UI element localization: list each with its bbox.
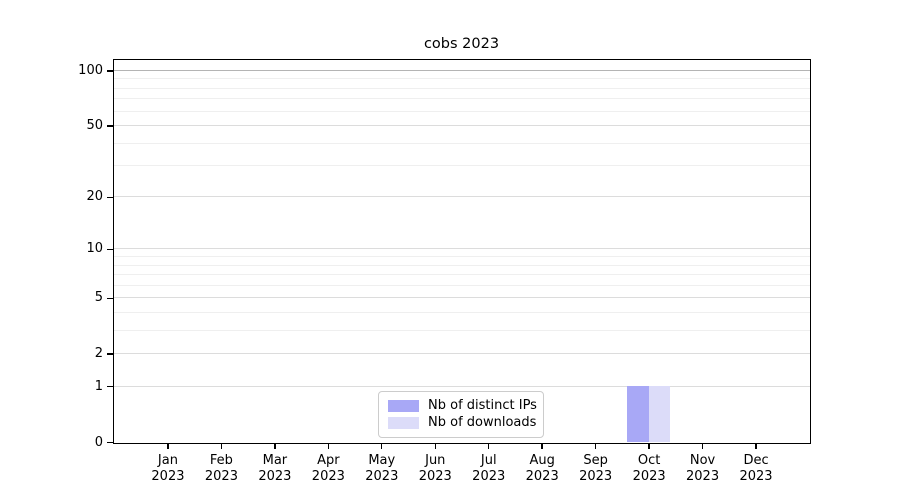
minor-gridline [114, 311, 810, 313]
major-gridline-10 [114, 248, 810, 250]
minor-gridline [114, 329, 810, 331]
plot-area [113, 59, 811, 444]
y-axis-tick-label: 1 [94, 378, 103, 394]
legend-item-distinct-ips: Nb of distinct IPs [388, 397, 537, 414]
x-axis-tick-label: Nov 2023 [686, 453, 720, 484]
legend-swatch-downloads [388, 417, 419, 430]
y-axis-tick [107, 196, 113, 199]
x-axis-tick-label: Jul 2023 [472, 453, 506, 484]
x-axis-tick-label: Aug 2023 [525, 453, 559, 484]
minor-gridline [114, 87, 810, 89]
y-axis-tick [107, 125, 113, 127]
x-axis-tick-label: Dec 2023 [739, 453, 773, 484]
x-axis-tick [701, 444, 704, 449]
minor-gridline [114, 264, 810, 266]
x-axis-tick [488, 444, 490, 449]
x-axis-tick-label: Mar 2023 [258, 453, 292, 484]
y-axis-tick [107, 70, 113, 72]
x-axis-tick-label: May 2023 [365, 453, 399, 484]
bar-distinct-ips [627, 386, 649, 442]
y-axis-tick [107, 441, 113, 444]
y-axis-tick-label: 2 [94, 346, 103, 362]
y-axis-tick-label: 5 [94, 290, 103, 306]
y-axis-tick [107, 297, 113, 299]
minor-gridline [114, 110, 810, 112]
y-axis-tick-label: 0 [94, 434, 103, 450]
x-axis-tick [327, 444, 330, 449]
minor-gridline [114, 142, 810, 144]
x-axis-tick [594, 444, 597, 449]
x-axis-tick-label: Sep 2023 [579, 453, 613, 484]
minor-gridline [114, 78, 810, 80]
x-axis-tick-label: Feb 2023 [204, 453, 238, 484]
x-axis-tick [381, 444, 383, 449]
x-axis-tick [434, 444, 436, 449]
major-gridline-100 [114, 69, 810, 71]
x-axis-tick-label: Jun 2023 [418, 453, 452, 484]
major-gridline-20 [114, 196, 810, 198]
chart-title: cobs 2023 [423, 36, 500, 52]
legend: Nb of distinct IPs Nb of downloads [378, 391, 544, 438]
x-axis-tick [220, 444, 223, 449]
minor-gridline [114, 284, 810, 286]
x-axis-tick-label: Jan 2023 [151, 453, 185, 484]
major-gridline-50 [114, 124, 810, 126]
y-axis-tick [107, 353, 113, 355]
major-gridline-5 [114, 297, 810, 299]
major-gridline-2 [114, 353, 810, 355]
legend-label-downloads: Nb of downloads [428, 415, 537, 431]
y-axis-tick [107, 248, 113, 251]
x-axis-tick [755, 444, 757, 449]
minor-gridline [114, 165, 810, 167]
y-axis-tick-label: 10 [86, 241, 103, 257]
y-axis-tick-label: 100 [78, 62, 103, 78]
x-axis-tick [541, 444, 543, 449]
minor-gridline [114, 256, 810, 258]
x-axis-tick [274, 444, 276, 449]
legend-label-distinct-ips: Nb of distinct IPs [428, 397, 537, 413]
bar-downloads [648, 386, 670, 442]
y-axis-tick [107, 385, 113, 388]
y-axis-tick-label: 50 [86, 117, 103, 133]
y-axis-tick-label: 20 [86, 189, 103, 205]
minor-gridline [114, 274, 810, 276]
legend-swatch-distinct-ips [388, 399, 419, 412]
x-axis-tick [167, 444, 169, 449]
x-axis-tick [648, 444, 650, 449]
x-axis-tick-label: Oct 2023 [632, 453, 666, 484]
x-axis-tick-label: Apr 2023 [311, 453, 345, 484]
major-gridline-1 [114, 385, 810, 387]
legend-item-downloads: Nb of downloads [388, 415, 537, 431]
minor-gridline [114, 98, 810, 100]
